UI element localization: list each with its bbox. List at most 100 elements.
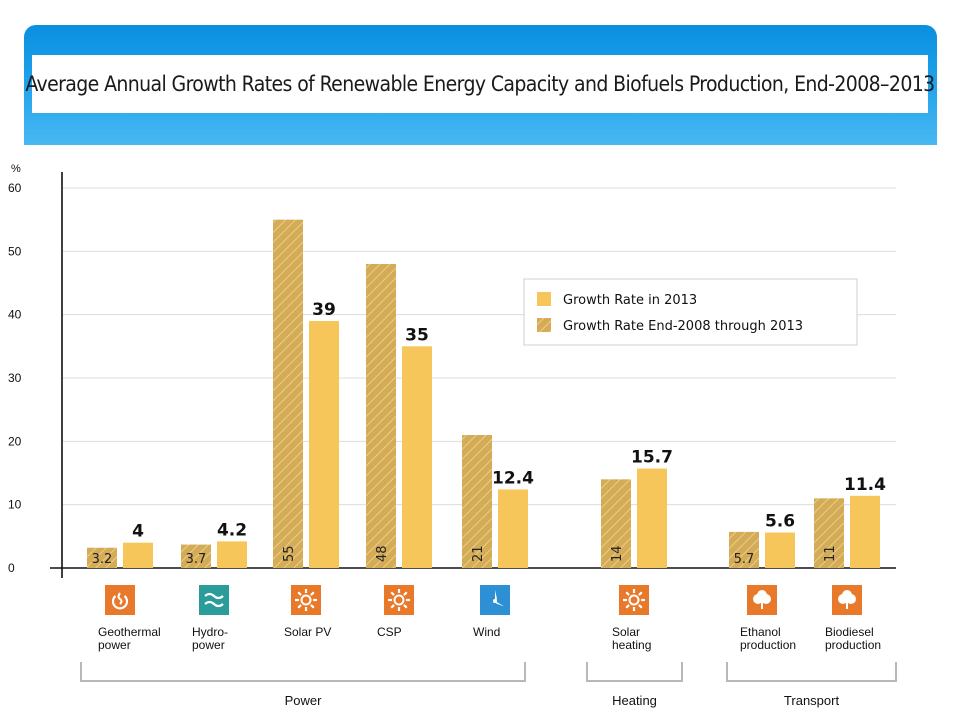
wave	[204, 600, 224, 608]
blade	[485, 601, 495, 607]
group-label-transport: Transport	[784, 693, 840, 708]
category-label-biodiesel: production	[825, 638, 881, 652]
category-label-wind: Wind	[473, 625, 500, 639]
sun-ray	[390, 604, 395, 609]
value-label-hydropower-2013: 4.2	[217, 520, 247, 540]
category-label-hydropower: power	[192, 638, 225, 652]
bar-solar_heating-period	[601, 479, 631, 568]
value-label-csp-period: 48	[375, 545, 390, 562]
sun-ray	[297, 591, 302, 596]
y-tick-label: 40	[8, 308, 22, 322]
bar-wind-period	[462, 435, 492, 568]
category-label-geothermal: power	[98, 638, 131, 652]
y-tick-label: 20	[8, 434, 22, 448]
value-label-solar_pv-period: 55	[282, 545, 297, 562]
category-label-biodiesel: Biodiesel	[825, 625, 874, 639]
category-label-ethanol: Ethanol	[740, 625, 781, 639]
value-label-biodiesel-period: 11	[823, 545, 838, 562]
sun-core	[628, 594, 640, 606]
geo-ring	[111, 595, 129, 610]
chart-title: Average Annual Growth Rates of Renewable…	[25, 72, 935, 96]
value-label-solar_heating-period: 14	[610, 545, 625, 562]
value-label-solar_pv-2013: 39	[312, 300, 336, 320]
hydropower-icon	[199, 585, 229, 615]
leaf-lobe	[757, 590, 767, 600]
sun-core	[300, 594, 312, 606]
bar-solar_pv-2013	[309, 321, 339, 568]
bar-hydropower-period	[181, 544, 211, 568]
sun-ray	[625, 591, 630, 596]
geo-flame	[117, 592, 123, 605]
bar-geothermal-2013	[123, 542, 153, 568]
bar-wind-2013	[498, 489, 528, 568]
group-bracket-heating	[586, 662, 683, 682]
leaf-icon	[832, 585, 862, 615]
legend-box	[523, 278, 858, 346]
sun-ray	[310, 591, 315, 596]
wave	[204, 592, 224, 600]
blade	[495, 601, 505, 607]
sun-icon	[384, 585, 414, 615]
group-bracket-power	[80, 662, 526, 682]
bars	[87, 219, 880, 568]
category-label-geothermal: Geothermal	[98, 625, 161, 639]
category-label-ethanol: production	[740, 638, 796, 652]
title-box: Average Annual Growth Rates of Renewable…	[25, 55, 935, 113]
wind-turbine-icon	[480, 585, 510, 615]
group-label-heating: Heating	[612, 693, 657, 708]
bar-csp-2013	[402, 346, 432, 568]
sun-ray	[403, 604, 408, 609]
category-label-solar_pv: Solar PV	[284, 625, 331, 639]
value-label-wind-2013: 12.4	[492, 468, 534, 488]
bar-ethanol-period	[729, 531, 759, 568]
y-tick-label: 50	[8, 244, 22, 258]
y-tick-label: 10	[8, 498, 22, 512]
y-tick-label: 60	[8, 181, 22, 195]
bar-ethanol-2013	[765, 532, 795, 568]
hub	[493, 599, 497, 603]
sun-ray	[638, 604, 643, 609]
sun-ray	[638, 591, 643, 596]
sun-ray	[403, 591, 408, 596]
value-labels: 3.2 4 3.7 4.2 55 39 48 35 21 12.4 14 15.7 5.7 5.6 11 11…	[92, 300, 886, 567]
bar-solar_pv-period	[273, 219, 303, 568]
leaf-lobe	[842, 590, 852, 600]
y-tick-label: 0	[8, 561, 15, 575]
bar-csp-period	[366, 264, 396, 568]
value-label-hydropower-period: 3.7	[186, 552, 207, 567]
bar-hydropower-2013	[217, 541, 247, 568]
category-label-solar_heating: Solar	[612, 625, 640, 639]
legend-swatch-2013	[537, 292, 551, 306]
value-label-csp-2013: 35	[405, 325, 429, 345]
value-label-geothermal-2013: 4	[132, 522, 144, 542]
category-label-hydropower: Hydro-	[192, 625, 228, 639]
leaf-stem	[846, 602, 848, 609]
sun-icon	[291, 585, 321, 615]
legend-label-2013: Growth Rate in 2013	[563, 293, 697, 308]
group-bracket-transport	[726, 662, 897, 682]
leaf-stem	[761, 602, 763, 609]
bar-geothermal-period	[87, 547, 117, 568]
legend-swatch-period	[537, 318, 551, 332]
value-label-wind-period: 21	[471, 545, 486, 562]
sun-ray	[625, 604, 630, 609]
legend: Growth Rate in 2013 Growth Rate End-2008 …	[523, 278, 858, 346]
group-label-power: Power	[285, 693, 323, 708]
value-label-solar_heating-2013: 15.7	[631, 448, 673, 468]
sun-icon	[619, 585, 649, 615]
category-label-solar_heating: heating	[612, 638, 651, 652]
blade	[495, 590, 497, 601]
sun-ray	[297, 604, 302, 609]
y-axis-unit: %	[11, 163, 21, 175]
value-label-biodiesel-2013: 11.4	[844, 475, 886, 495]
bar-biodiesel-period	[814, 498, 844, 568]
hydropower-icon-bg	[199, 585, 229, 615]
geothermal-icon	[105, 585, 135, 615]
bar-biodiesel-2013	[850, 495, 880, 568]
value-label-geothermal-period: 3.2	[92, 552, 113, 567]
value-label-ethanol-2013: 5.6	[765, 512, 795, 532]
bar-solar_heating-2013	[637, 468, 667, 568]
axes: 0 10 20 30 40 50 60%	[8, 163, 896, 578]
sun-core	[393, 594, 405, 606]
